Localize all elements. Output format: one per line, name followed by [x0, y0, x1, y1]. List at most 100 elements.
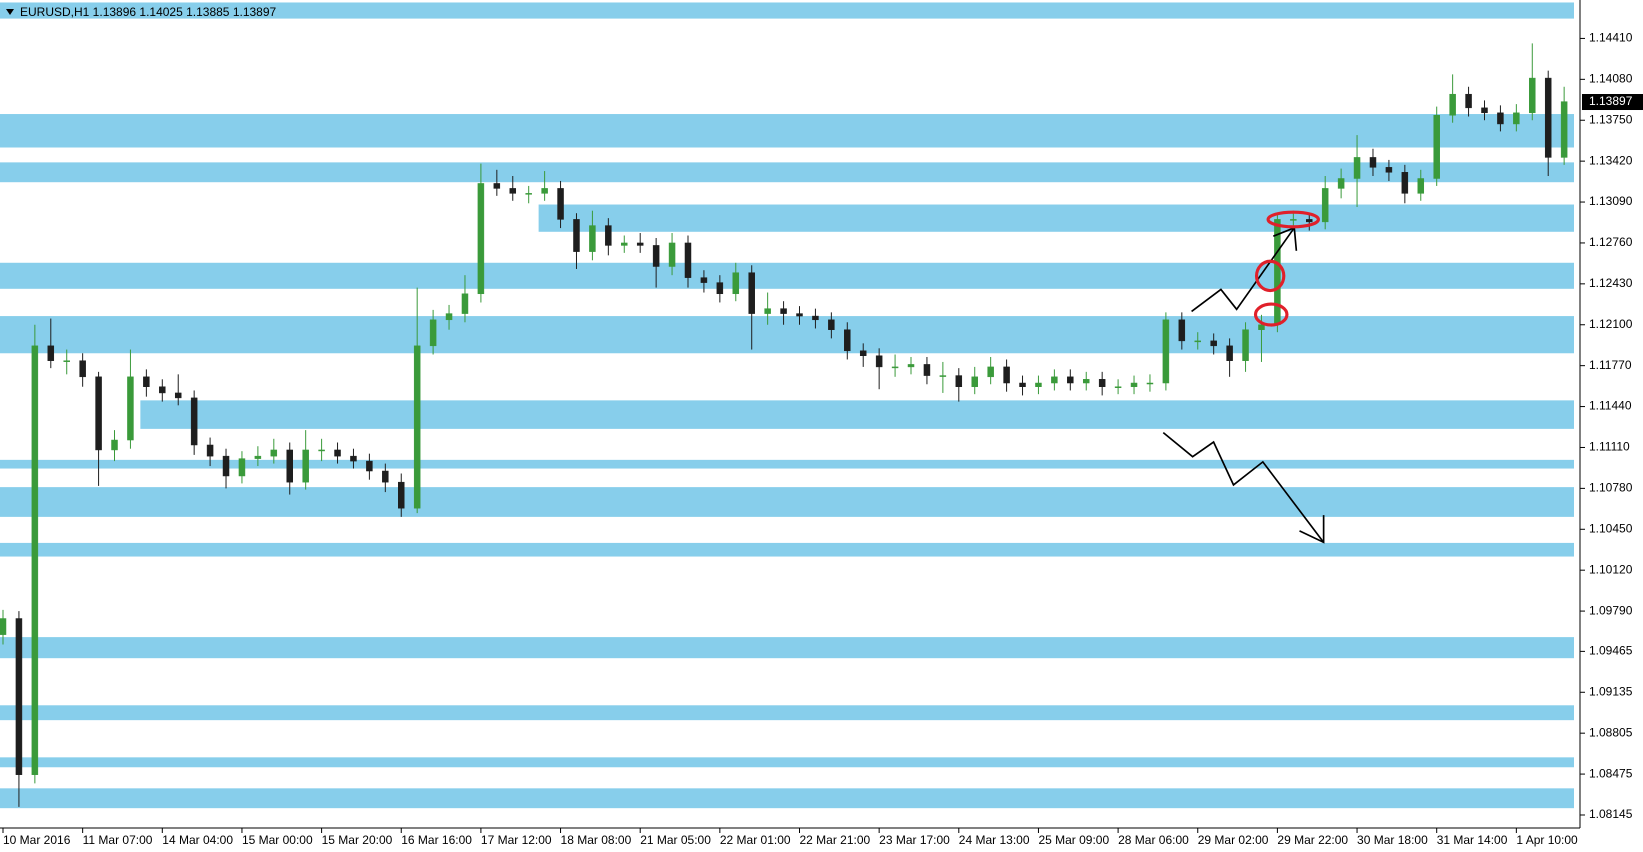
- candle-body: [350, 455, 357, 462]
- candle-body: [812, 315, 819, 321]
- y-tick-label: 1.09790: [1589, 603, 1633, 617]
- candle-body: [190, 397, 198, 446]
- y-tick-label: 1.14410: [1589, 31, 1633, 45]
- candle-body: [907, 364, 915, 368]
- y-tick-label: 1.13420: [1589, 153, 1633, 167]
- candle-body: [1529, 77, 1536, 114]
- x-tick-label: 15 Mar 20:00: [322, 833, 393, 847]
- candle-body: [939, 375, 947, 377]
- candle-body: [270, 449, 278, 457]
- candle-body: [684, 242, 692, 278]
- x-tick-label: 1 Apr 10:00: [1516, 833, 1578, 847]
- candle-body: [382, 470, 389, 483]
- candle-body: [1019, 382, 1026, 387]
- candle-body: [1226, 345, 1233, 361]
- candle-body: [652, 245, 660, 267]
- zone: [0, 316, 1574, 354]
- symbol-header: EURUSD,H1 1.13896 1.14025 1.13885 1.1389…: [20, 5, 277, 19]
- candle-body: [1369, 157, 1377, 168]
- y-tick-label: 1.10780: [1589, 481, 1633, 495]
- candle-body: [1178, 319, 1186, 342]
- candle-body: [1353, 157, 1361, 179]
- zone: [0, 262, 1574, 289]
- candle-body: [1449, 93, 1456, 116]
- candle-body: [1130, 382, 1138, 387]
- candle-body: [1465, 93, 1472, 109]
- candle-body: [796, 313, 803, 317]
- candle-body: [429, 319, 437, 347]
- candle-body: [509, 188, 517, 194]
- x-tick-label: 14 Mar 04:00: [162, 833, 233, 847]
- axes: 1.14410 1.14080 1.13750 1.13420 1.13090 1.127…: [2, 31, 1643, 847]
- candle-body: [15, 618, 23, 775]
- candle-body: [844, 329, 851, 352]
- candle-body: [525, 193, 532, 195]
- candle-body: [222, 455, 230, 477]
- candle-body: [31, 345, 39, 775]
- y-tick-label: 1.11440: [1589, 399, 1632, 413]
- candle-body: [1290, 219, 1297, 221]
- candle-body: [206, 444, 214, 457]
- x-tick-label: 21 Mar 05:00: [640, 833, 711, 847]
- candle-body: [159, 386, 166, 394]
- candle-body: [1114, 386, 1122, 388]
- candle-body: [1146, 382, 1154, 385]
- x-tick-label: 25 Mar 09:00: [1038, 833, 1109, 847]
- candle-body: [302, 449, 309, 483]
- candle-body: [1433, 115, 1440, 179]
- candle-body: [987, 366, 994, 378]
- y-tick-label: 1.08805: [1589, 725, 1633, 739]
- x-tick-label: 22 Mar 21:00: [800, 833, 871, 847]
- candle-body: [1385, 167, 1393, 173]
- candle-body: [461, 293, 469, 314]
- y-tick-label: 1.09465: [1589, 644, 1633, 658]
- candle-body: [1337, 178, 1345, 189]
- current-price-box: [1582, 94, 1643, 111]
- candle-body: [334, 449, 341, 457]
- y-tick-label: 1.12100: [1589, 317, 1633, 331]
- highlight-ellipse: [1254, 259, 1286, 293]
- zone: [0, 114, 1574, 148]
- x-tick-label: 10 Mar 2016: [3, 833, 71, 847]
- candle-body: [875, 355, 883, 368]
- x-tick-label: 17 Mar 12:00: [481, 833, 552, 847]
- candle-body: [955, 375, 963, 387]
- candle-body: [318, 449, 325, 452]
- candle-body: [859, 350, 867, 356]
- x-tick-label: 15 Mar 00:00: [242, 833, 313, 847]
- candle-body: [557, 188, 564, 220]
- candle-body: [1082, 379, 1090, 384]
- y-tick-label: 1.12430: [1589, 276, 1633, 290]
- candle-body: [636, 242, 644, 246]
- candle-body: [923, 364, 931, 376]
- y-tick-label: 1.09135: [1589, 684, 1633, 698]
- y-tick-label: 1.14080: [1589, 72, 1633, 86]
- candle-body: [398, 481, 405, 509]
- candle-body: [621, 242, 628, 246]
- candle-body: [79, 360, 86, 378]
- candle-body: [413, 345, 421, 509]
- x-tick-label: 11 Mar 07:00: [83, 833, 153, 847]
- x-tick-label: 22 Mar 01:00: [720, 833, 791, 847]
- x-tick-label: 31 Mar 14:00: [1437, 833, 1508, 847]
- candle-body: [780, 308, 787, 314]
- up-arrow: [1191, 227, 1295, 313]
- zone: [0, 637, 1574, 659]
- candle-body: [95, 376, 102, 451]
- candle-body: [477, 183, 485, 295]
- x-tick-label: 29 Mar 02:00: [1198, 833, 1269, 847]
- candle-body: [1051, 376, 1058, 384]
- candle-body: [605, 225, 612, 246]
- candle-body: [1560, 101, 1568, 158]
- candle-body: [445, 313, 453, 321]
- candle-body: [732, 272, 740, 295]
- current-price-label: 1.13897: [1589, 94, 1633, 108]
- candle-body: [1306, 219, 1313, 223]
- x-tick-label: 18 Mar 08:00: [561, 833, 632, 847]
- candle-body: [700, 277, 708, 283]
- candle-body: [286, 449, 293, 483]
- y-tick-label: 1.13750: [1589, 112, 1633, 126]
- x-tick-label: 24 Mar 13:00: [959, 833, 1030, 847]
- candle-body: [493, 183, 501, 189]
